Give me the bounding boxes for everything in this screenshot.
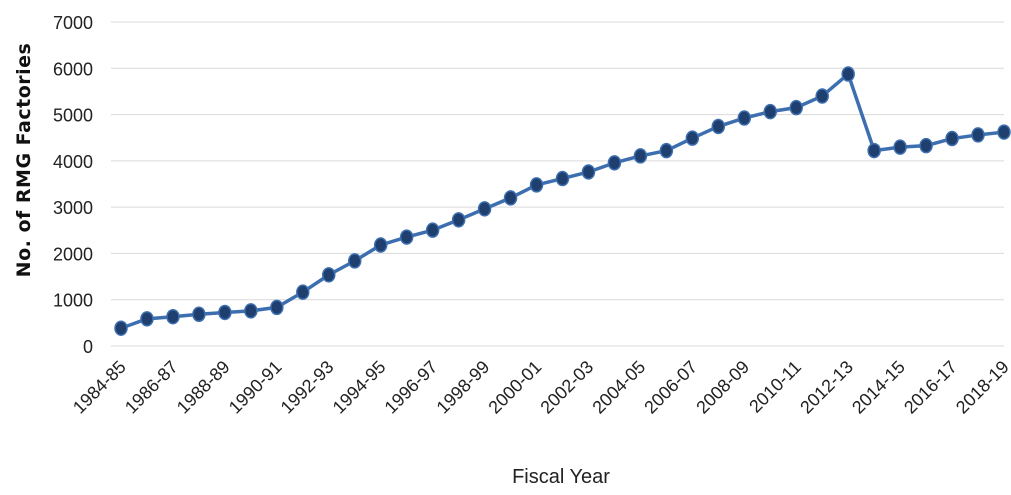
series-line <box>120 72 1005 330</box>
data-point <box>893 139 907 155</box>
data-point <box>373 237 388 253</box>
data-point <box>945 130 959 147</box>
x-tick-label: 1984-85 <box>69 357 130 418</box>
x-tick-label: 2008-09 <box>692 357 753 418</box>
data-point <box>737 110 752 126</box>
x-tick-label: 2004-05 <box>588 357 649 418</box>
y-tick-label: 7000 <box>53 13 93 33</box>
data-point <box>555 170 570 187</box>
x-tick-label: 1990-91 <box>225 357 286 418</box>
data-point <box>841 66 855 82</box>
series-group <box>114 66 1011 336</box>
data-point <box>192 306 206 323</box>
data-point <box>815 88 829 104</box>
data-point <box>503 190 518 206</box>
y-axis-label: No. of RMG Factories <box>13 43 35 278</box>
x-axis-ticks: 1984-851986-871988-891990-911992-931994-… <box>69 357 1011 418</box>
data-point <box>997 124 1011 140</box>
x-axis-label: Fiscal Year <box>512 466 610 488</box>
y-tick-label: 1000 <box>53 291 93 311</box>
y-tick-label: 5000 <box>53 106 93 126</box>
data-point <box>425 222 440 238</box>
data-point <box>270 299 284 316</box>
x-tick-label: 1992-93 <box>277 357 338 418</box>
y-tick-label: 2000 <box>53 244 93 264</box>
y-tick-label: 6000 <box>53 59 93 79</box>
data-point <box>971 127 985 143</box>
data-point <box>451 212 466 228</box>
data-point <box>244 303 258 319</box>
x-tick-label: 2012-13 <box>796 357 857 418</box>
data-point <box>399 229 414 245</box>
data-point <box>789 99 803 116</box>
x-tick-label: 2002-03 <box>536 357 597 418</box>
x-tick-label: 2006-07 <box>640 357 701 418</box>
x-tick-label: 1988-89 <box>173 357 234 418</box>
data-point <box>114 320 128 336</box>
data-point <box>659 142 674 159</box>
x-tick-label: 2014-15 <box>848 357 909 418</box>
y-axis-ticks: 0 1000 2000 3000 4000 5000 6000 7000 <box>53 13 93 357</box>
data-point <box>581 164 596 180</box>
data-point <box>477 201 492 217</box>
data-point <box>633 148 648 164</box>
y-tick-label: 3000 <box>53 198 93 218</box>
x-tick-label: 2016-17 <box>900 357 961 418</box>
data-point <box>685 130 700 146</box>
x-tick-label: 2010-11 <box>745 357 805 417</box>
x-tick-label: 1994-95 <box>329 357 390 418</box>
y-tick-label: 4000 <box>53 152 93 172</box>
data-point <box>919 137 933 154</box>
data-point <box>529 177 544 193</box>
x-tick-label: 2000-01 <box>485 357 546 418</box>
x-tick-label: 2018-19 <box>952 357 1011 418</box>
y-tick-label: 0 <box>83 337 93 357</box>
x-tick-label: 1998-99 <box>433 357 494 418</box>
data-point <box>867 142 881 159</box>
x-tick-label: 1996-97 <box>381 357 442 418</box>
grid-lines <box>111 21 1004 347</box>
data-point <box>140 311 154 327</box>
data-point <box>218 304 232 321</box>
data-point <box>607 155 622 171</box>
data-point <box>347 253 362 269</box>
data-point <box>296 284 310 300</box>
data-point <box>322 267 336 283</box>
x-tick-label: 1986-87 <box>121 357 182 418</box>
data-point <box>711 118 726 135</box>
data-point <box>166 308 180 325</box>
data-point <box>763 103 778 120</box>
